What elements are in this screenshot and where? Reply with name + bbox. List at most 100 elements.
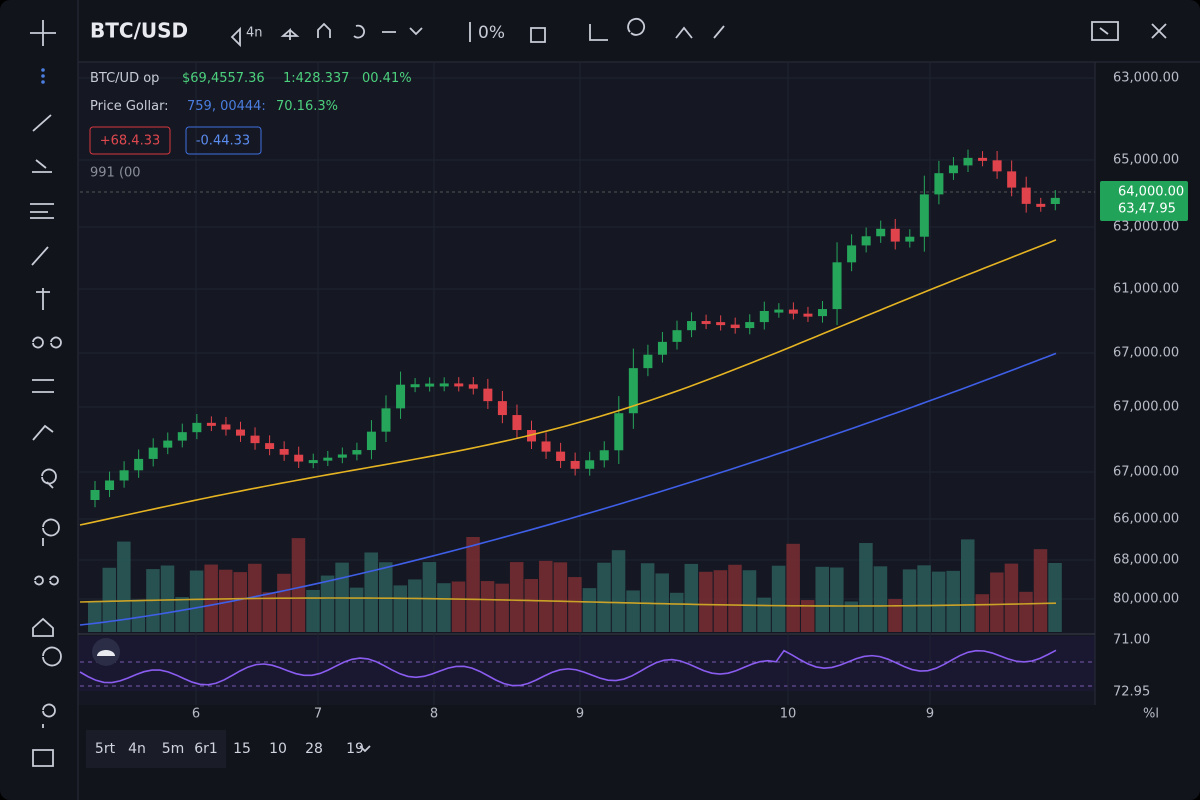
volume-bar — [873, 566, 888, 632]
tool-icon[interactable] — [230, 26, 300, 48]
volume-bar — [539, 560, 553, 632]
candle — [250, 435, 260, 444]
candle — [934, 173, 944, 195]
candle — [90, 490, 100, 500]
timeframe-button[interactable]: 15 — [233, 741, 251, 757]
volume-bar — [262, 592, 277, 632]
candle — [570, 460, 580, 469]
badge-text: -0.44.33 — [196, 134, 250, 149]
volume-bar — [408, 579, 422, 632]
tool-icon[interactable] — [41, 468, 57, 489]
timeframe-bar — [86, 730, 226, 768]
menu-dot[interactable] — [41, 80, 45, 84]
tool-icon[interactable] — [30, 203, 54, 219]
legend-percent: 00.41% — [362, 71, 412, 86]
timeframe-button[interactable]: 5rt — [95, 741, 116, 757]
volume-bar — [728, 564, 742, 632]
menu-dot[interactable] — [41, 74, 45, 78]
candle — [701, 321, 711, 325]
volume-bar — [626, 590, 640, 632]
volume-bar — [568, 577, 582, 632]
tool-icon[interactable] — [32, 617, 54, 637]
volume-bar — [597, 562, 611, 632]
candle — [265, 443, 275, 450]
candle — [672, 330, 682, 342]
tool-icon[interactable] — [32, 159, 52, 173]
candle — [963, 157, 973, 166]
volume-bar — [277, 573, 291, 632]
volume-bar — [640, 563, 655, 632]
candle — [541, 441, 551, 452]
tool-icon[interactable] — [32, 114, 52, 132]
timeframe-button[interactable]: 28 — [305, 741, 323, 757]
tool-icon[interactable] — [32, 749, 54, 767]
price-axis-label: 67,000.00 — [1113, 400, 1179, 415]
candle — [410, 384, 420, 388]
volume-bar — [1004, 563, 1019, 632]
tool-icon[interactable] — [42, 703, 56, 728]
tool-icon[interactable] — [32, 424, 54, 441]
timeframe-button[interactable]: 19 — [346, 741, 364, 757]
toolbar-label[interactable]: 4n — [246, 26, 263, 41]
volume-bar — [917, 565, 931, 632]
timeframe-button[interactable]: 4n — [128, 741, 146, 757]
volume-bar — [931, 571, 946, 632]
timeframe-button[interactable]: 6r1 — [194, 741, 218, 757]
volume-bar — [175, 597, 189, 632]
candle — [628, 368, 638, 414]
volume-average — [79, 597, 1057, 607]
candle — [468, 384, 478, 389]
candle — [236, 429, 245, 436]
candle — [687, 321, 697, 331]
candle — [919, 194, 929, 237]
tool-icon[interactable] — [42, 646, 62, 667]
candle — [337, 454, 347, 458]
tool-icon[interactable] — [31, 246, 49, 266]
volume-bar — [437, 583, 451, 632]
rsi-toggle-icon[interactable] — [97, 650, 115, 656]
volume-bar — [888, 599, 902, 632]
candle — [818, 309, 827, 317]
volume-bar — [1048, 563, 1062, 632]
candle — [483, 388, 493, 402]
candle — [614, 413, 624, 451]
price-axis-label: 80,000.00 — [1113, 592, 1179, 607]
volume-bar — [844, 601, 859, 632]
tool-icon[interactable] — [1091, 21, 1167, 41]
timeframe-button[interactable]: 10 — [269, 741, 287, 757]
tool-icon[interactable] — [36, 288, 50, 310]
candle — [556, 451, 566, 461]
sidebar[interactable] — [30, 20, 62, 767]
volume-bar — [320, 575, 335, 632]
volume-bar — [88, 602, 102, 632]
tool-icon[interactable] — [32, 379, 54, 393]
volume-bar — [902, 569, 917, 632]
time-axis-label: 7 — [314, 707, 322, 722]
volume-bar — [233, 572, 247, 632]
timeframe-button[interactable]: 5m — [162, 741, 185, 757]
legend-change: 1:428.337 — [283, 71, 349, 86]
toolbar[interactable]: 4n 0% — [230, 17, 1167, 48]
price-axis-label: 66,000.00 — [1113, 512, 1179, 527]
tool-icon[interactable] — [42, 518, 60, 547]
tool-icon[interactable] — [34, 575, 59, 586]
price-axis-label: 67,000.00 — [1113, 465, 1179, 480]
volume-bar — [946, 570, 960, 632]
price-axis-label: 63,000.00 — [1113, 220, 1179, 235]
candle — [657, 341, 667, 355]
volume-bar — [684, 563, 699, 632]
timeframe-caret[interactable] — [359, 745, 371, 753]
crosshair-icon[interactable] — [30, 20, 56, 46]
tool-icon[interactable] — [317, 17, 725, 43]
volume-bar — [189, 570, 204, 632]
candle — [948, 165, 958, 174]
candle — [730, 324, 740, 329]
volume-bar — [102, 567, 117, 632]
price-axis-label: 61,000.00 — [1113, 282, 1179, 297]
toolbar-label[interactable]: 0% — [478, 23, 505, 43]
legend-price: $69,4557.36 — [182, 71, 265, 86]
tool-icon[interactable] — [32, 336, 62, 349]
candle — [1050, 197, 1060, 204]
menu-dot[interactable] — [41, 68, 45, 72]
